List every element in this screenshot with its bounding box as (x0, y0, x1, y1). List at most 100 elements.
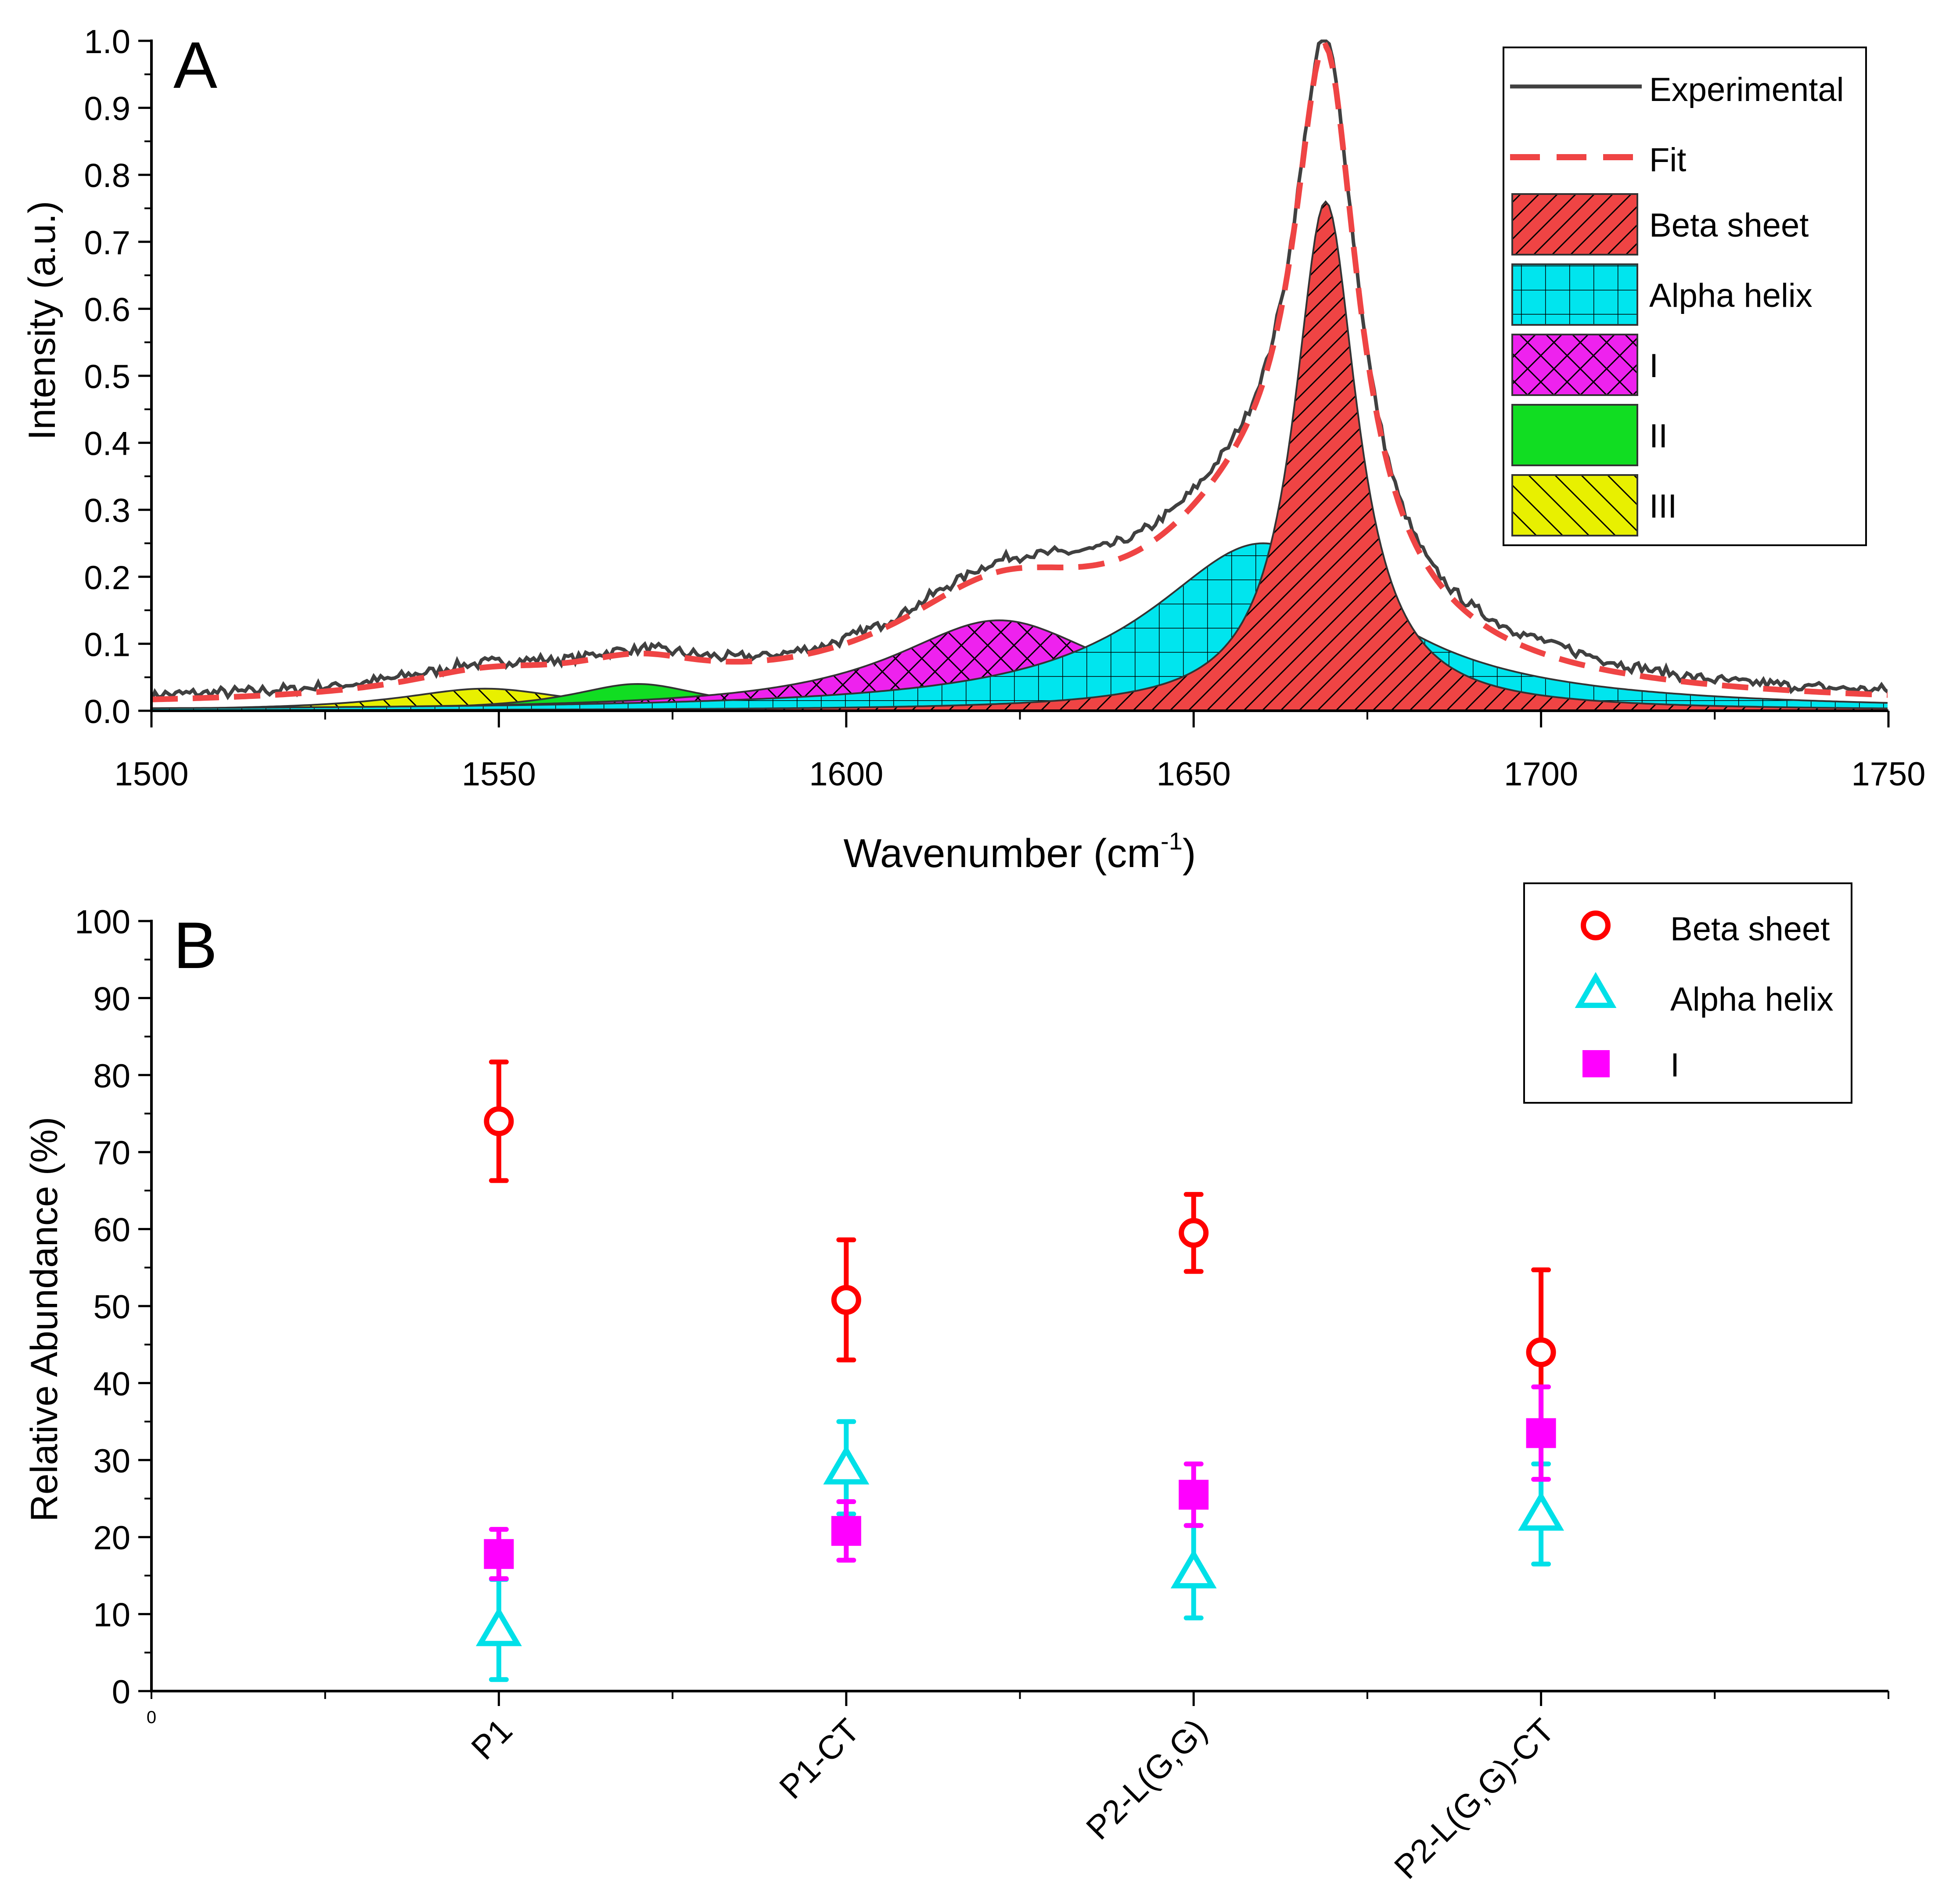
b-ytick-label: 30 (93, 1443, 130, 1480)
a-xtick-label: 1600 (809, 756, 883, 793)
a-ytick-label: 0.4 (84, 425, 130, 463)
legend-beta-sheet: Beta sheet (1511, 193, 1809, 256)
beta-sheet-marker (484, 1106, 514, 1137)
i-marker (831, 1516, 861, 1546)
beta-sheet-marker (831, 1285, 861, 1315)
legend-fit-label: Fit (1649, 141, 1686, 179)
legend-i-marker (1582, 1050, 1610, 1077)
a-xtick-label: 1750 (1851, 756, 1925, 793)
panel-a-x-ticks: 1500 1550 1600 1650 1700 1750 (114, 711, 1926, 793)
component-alpha-helix-outline (151, 542, 1888, 711)
alpha-helix-marker (1170, 1549, 1217, 1589)
alpha-helix-point-p1-ct (823, 1419, 870, 1517)
legend-alpha-helix: Alpha helix (1511, 263, 1813, 326)
a-ytick-label: 0.9 (84, 90, 130, 128)
panel-a-x-axis-label: Wavenumber (cm-1) (844, 827, 1196, 876)
a-ytick-label: 0.3 (84, 492, 130, 529)
alpha-helix-marker (1518, 1491, 1564, 1531)
b-xtick-label-p1: P1 (464, 1712, 520, 1767)
b-xtick-label-p1-ct: P1-CT (772, 1712, 867, 1806)
panel-a-components (151, 200, 1888, 711)
legend-alpha-helix-hatch (1512, 264, 1637, 325)
legend-beta-sheet-label: Beta sheet (1670, 911, 1830, 948)
panel-b-legend: Beta sheet Alpha helix I (1523, 882, 1852, 1104)
legend-ii-border (1511, 404, 1638, 466)
legend-i: I (1511, 334, 1658, 396)
b-xtick-label-p2-l-g-g-ct: P2-L(G,G)-CT (1387, 1712, 1561, 1886)
i-marker (1179, 1479, 1209, 1510)
experimental-line (151, 40, 1888, 702)
legend-ii: II (1511, 404, 1668, 466)
legend-beta-sheet-border (1511, 193, 1638, 256)
legend-iii-border (1511, 474, 1638, 536)
beta-sheet-point-p1 (484, 1059, 514, 1183)
panel-b-label: B (173, 908, 217, 982)
legend-alpha-helix-border (1511, 263, 1638, 326)
panel-a-label: A (173, 28, 217, 102)
b-ytick-label: 70 (93, 1134, 130, 1172)
legend-alpha-helix-label: Alpha helix (1649, 277, 1813, 314)
panel-a-y-axis-label: Intensity (a.u.) (21, 201, 63, 440)
legend-i-label: I (1649, 347, 1658, 385)
legend-beta-sheet-hatch (1512, 194, 1637, 255)
legend-ii-label: II (1649, 418, 1668, 455)
legend-beta-sheet-marker (1581, 911, 1611, 940)
b-ytick-label: 80 (93, 1058, 130, 1095)
b-ytick-label: 90 (93, 980, 130, 1018)
i-point-p1-ct (831, 1499, 861, 1563)
panel-b-y-ticks: 0 10 20 30 40 50 60 70 80 90 100 (75, 903, 151, 1711)
panel-b-origin-label: 0 (147, 1708, 156, 1727)
panel-a-y-ticks: 0.0 0.1 0.2 0.3 0.4 0.5 0.6 0.7 0.8 0.9 1.0 (84, 23, 151, 731)
fit-line (151, 42, 1888, 702)
beta-sheet-marker (1179, 1218, 1209, 1248)
alpha-helix-point-p1 (475, 1577, 522, 1682)
i-point-p1 (484, 1527, 514, 1581)
b-ytick-label: 60 (93, 1212, 130, 1249)
a-xtick-label: 1500 (114, 756, 188, 793)
b-ytick-label: 40 (93, 1365, 130, 1403)
legend-alpha-helix-label: Alpha helix (1670, 981, 1834, 1018)
component-i-hatch (151, 620, 1888, 711)
b-ytick-label: 50 (93, 1289, 130, 1326)
i-point-p2-l-g-g-ct (1526, 1384, 1556, 1482)
alpha-helix-point-p2-l-g-g (1170, 1523, 1217, 1620)
alpha-helix-marker (823, 1445, 870, 1485)
legend-i-label: I (1670, 1047, 1679, 1084)
beta-sheet-marker (1526, 1337, 1556, 1368)
b-ytick-label: 0 (112, 1674, 130, 1711)
legend-alpha-helix-marker (1575, 972, 1617, 1008)
legend-iii-hatch (1512, 475, 1637, 536)
a-ytick-label: 0.6 (84, 291, 130, 328)
a-ytick-label: 0.7 (84, 224, 130, 262)
panel-a: A 0.0 0.1 0.2 0.3 0.4 0.5 0.6 0.7 0.8 0.9 1.0 1500… (21, 23, 1926, 876)
a-xtick-label: 1700 (1504, 756, 1578, 793)
beta-sheet-point-p1-ct (831, 1237, 861, 1363)
i-marker (1526, 1418, 1556, 1448)
panel-b: B 0 10 20 30 40 50 60 70 80 90 100 P1 P1-CT P2-L(G,G… (23, 882, 1889, 1886)
a-ytick-label: 0.2 (84, 559, 130, 597)
panel-b-y-axis-label: Relative Abundance (%) (23, 1117, 65, 1522)
a-ytick-label: 0.0 (84, 693, 130, 731)
a-ytick-label: 0.5 (84, 358, 130, 396)
panel-b-x-ticks: P1 P1-CT P2-L(G,G) P2-L(G,G)-CT (151, 1691, 1889, 1886)
a-ytick-label: 1.0 (84, 23, 130, 61)
b-ytick-label: 100 (75, 903, 130, 941)
legend-ii-fill (1512, 405, 1637, 465)
a-ytick-label: 0.8 (84, 157, 130, 194)
legend-i-border (1511, 334, 1638, 396)
alpha-helix-marker (475, 1606, 522, 1646)
a-xtick-label: 1650 (1157, 756, 1231, 793)
b-ytick-label: 20 (93, 1519, 130, 1557)
b-xtick-label-p2-l-g-g: P2-L(G,G) (1079, 1712, 1214, 1847)
a-ytick-label: 0.1 (84, 626, 130, 663)
b-ytick-label: 10 (93, 1597, 130, 1634)
legend-iii-label: III (1649, 488, 1677, 525)
legend-beta-sheet-label: Beta sheet (1649, 207, 1809, 244)
legend-experimental-label: Experimental (1649, 71, 1844, 108)
i-point-p2-l-g-g (1179, 1461, 1209, 1528)
legend-iii: III (1511, 474, 1677, 536)
a-xtick-label: 1550 (462, 756, 536, 793)
